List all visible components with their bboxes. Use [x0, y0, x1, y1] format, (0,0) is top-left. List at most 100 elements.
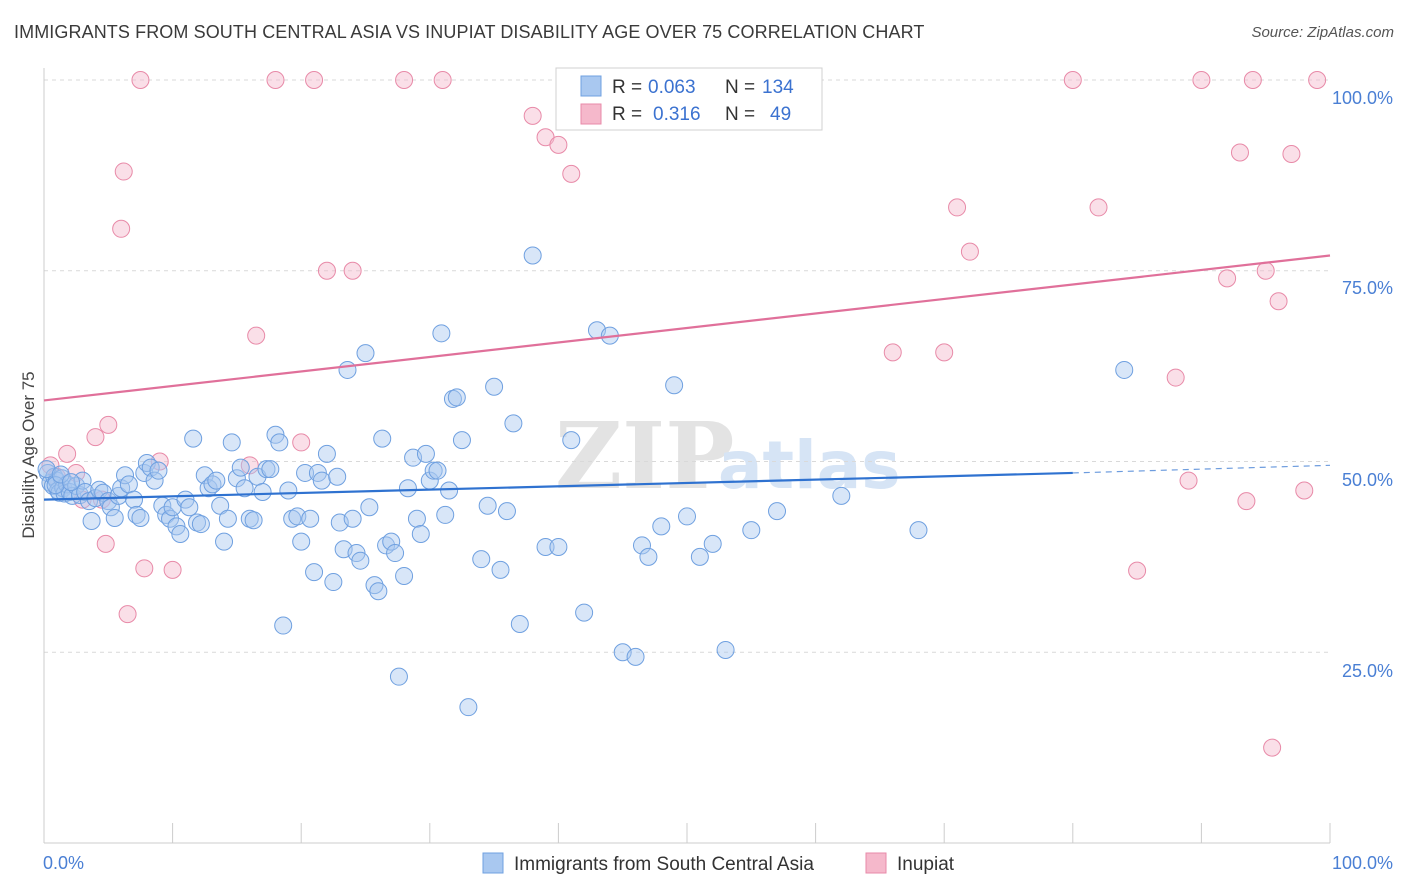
- immigrants-point-109: [452, 431, 471, 450]
- y-tick-label-100: 100.0%: [1332, 88, 1393, 108]
- immigrants-point-103: [428, 461, 447, 480]
- immigrants-point-62: [253, 483, 272, 502]
- immigrants-point-130: [665, 376, 684, 395]
- immigrants-point-134: [716, 640, 735, 659]
- immigrants-trend-line: [43, 471, 1073, 501]
- immigrants-point-87: [360, 498, 379, 517]
- inupiat-point-11: [118, 605, 137, 624]
- immigrants-point-104: [432, 324, 451, 343]
- y-tick-label-50: 50.0%: [1342, 470, 1393, 490]
- inupiat-point-20: [305, 71, 324, 89]
- inupiat-point-48: [1263, 738, 1282, 757]
- immigrants-point-102: [424, 461, 443, 480]
- immigrants-point-99: [411, 524, 430, 543]
- immigrants-point-16: [76, 483, 95, 502]
- inupiat-point-5: [86, 428, 105, 447]
- inupiat-point-39: [1218, 269, 1237, 288]
- immigrants-point-131: [678, 507, 696, 526]
- inupiat-point-7: [96, 534, 115, 553]
- inupiat-point-23: [395, 71, 414, 89]
- immigrants-point-94: [389, 667, 408, 686]
- inupiat-points: [41, 71, 1327, 757]
- inupiat-point-30: [935, 343, 954, 362]
- immigrants-point-83: [343, 509, 362, 528]
- immigrants-point-57: [231, 458, 250, 477]
- immigrants-point-53: [215, 532, 234, 551]
- immigrants-point-96: [398, 479, 417, 498]
- legend-r-label-blue: R =: [612, 77, 642, 98]
- immigrants-point-18: [82, 512, 101, 531]
- immigrants-point-126: [626, 647, 645, 666]
- immigrants-point-44: [180, 498, 199, 517]
- inupiat-point-13: [135, 559, 154, 578]
- inupiat-point-17: [247, 326, 266, 345]
- legend-n-value-blue: 134: [762, 77, 794, 98]
- inupiat-point-44: [1269, 292, 1288, 311]
- immigrants-point-35: [145, 471, 164, 490]
- immigrants-point-36: [149, 461, 168, 480]
- immigrants-point-117: [510, 615, 529, 634]
- axes: [43, 68, 1331, 844]
- inupiat-point-21: [317, 261, 336, 280]
- immigrants-point-71: [292, 532, 311, 551]
- inupiat-point-32: [960, 242, 979, 261]
- immigrants-point-45: [184, 429, 203, 448]
- immigrants-point-142: [51, 465, 70, 484]
- immigrants-point-42: [171, 524, 190, 543]
- immigrants-point-86: [356, 344, 375, 363]
- immigrants-point-95: [395, 566, 414, 585]
- immigrants-point-90: [373, 429, 392, 448]
- immigrants-point-55: [222, 433, 241, 452]
- immigrants-point-135: [742, 521, 761, 540]
- series-legend: Immigrants from South Central Asia Inupi…: [482, 852, 955, 875]
- inupiat-point-14: [150, 452, 169, 471]
- immigrants-points: [37, 246, 1134, 717]
- immigrants-point-143: [62, 473, 81, 492]
- immigrants-point-120: [549, 537, 568, 556]
- inupiat-point-45: [1282, 145, 1301, 164]
- inupiat-point-8: [99, 415, 118, 434]
- immigrants-point-76: [312, 471, 331, 490]
- immigrants-point-118: [523, 246, 542, 265]
- y-tick-label-75: 75.0%: [1342, 278, 1393, 298]
- legend-r-value-blue: 0.063: [648, 77, 696, 98]
- legend-swatch-pink: [580, 103, 602, 125]
- trend-lines: [43, 254, 1331, 501]
- legend-r-value-pink: 0.316: [653, 104, 701, 125]
- y-tick-label-25: 25.0%: [1342, 661, 1393, 681]
- immigrants-point-98: [407, 509, 426, 528]
- immigrants-point-79: [328, 467, 347, 486]
- inupiat-point-35: [1128, 561, 1147, 580]
- immigrants-point-115: [497, 502, 516, 521]
- inupiat-point-19: [292, 433, 311, 452]
- immigrants-point-74: [305, 563, 324, 582]
- inupiat-point-12: [131, 71, 150, 89]
- inupiat-point-34: [1089, 198, 1108, 217]
- x-tick-label-0: 0.0%: [43, 853, 84, 873]
- immigrants-point-132: [690, 547, 709, 566]
- immigrants-point-114: [491, 560, 510, 579]
- immigrants-point-68: [279, 481, 298, 500]
- watermark-atlas: atlas: [718, 427, 901, 504]
- inupiat-point-41: [1237, 492, 1256, 511]
- inupiat-point-29: [883, 343, 902, 362]
- inupiat-point-40: [1230, 143, 1249, 162]
- immigrants-point-27: [116, 466, 135, 485]
- immigrants-point-133: [703, 534, 722, 553]
- inupiat-point-27: [549, 135, 568, 154]
- immigrants-point-73: [301, 509, 320, 528]
- immigrants-point-66: [270, 433, 289, 452]
- inupiat-point-10: [114, 162, 133, 181]
- immigrants-point-128: [639, 547, 658, 566]
- immigrants-point-31: [131, 508, 150, 527]
- legend-r-label-pink: R =: [612, 104, 642, 125]
- immigrants-point-92: [382, 532, 401, 551]
- immigrants-point-140: [37, 460, 56, 479]
- inupiat-point-47: [1308, 71, 1327, 89]
- immigrants-point-111: [472, 550, 491, 569]
- immigrants-point-78: [324, 573, 343, 592]
- immigrants-point-72: [296, 463, 315, 482]
- immigrants-point-39: [161, 509, 180, 528]
- inupiat-point-28: [562, 164, 581, 183]
- immigrants-point-63: [257, 460, 276, 479]
